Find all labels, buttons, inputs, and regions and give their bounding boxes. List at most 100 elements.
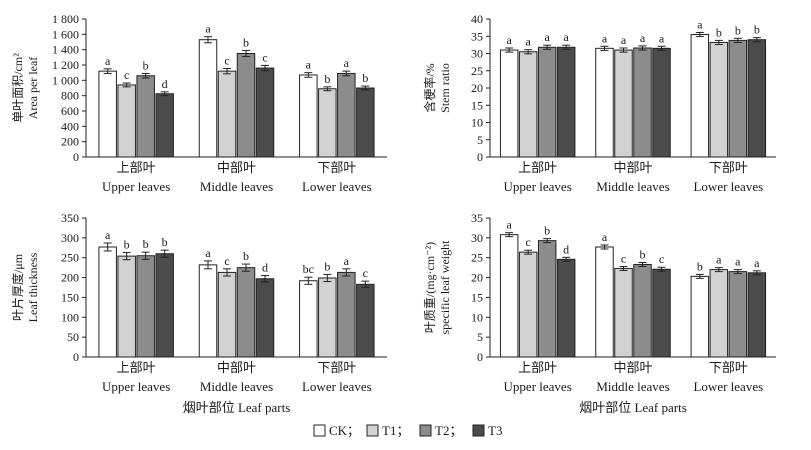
bar-specific-CK-0 <box>499 234 519 358</box>
bar-stem-T1-0 <box>518 51 538 158</box>
bar-stem-T3-2 <box>747 39 767 158</box>
y-tick-label: 350 <box>61 211 79 225</box>
x-category-label-cn: 下部叶 <box>317 360 356 375</box>
bar-thickness-T1-2 <box>318 277 337 358</box>
bar-stem-T1-2 <box>709 41 729 158</box>
y-axis-title-cn: 叶片厚度/μm <box>10 253 25 321</box>
significance-letter: b <box>143 58 149 72</box>
y-tick-label: 0 <box>477 350 483 364</box>
y-tick-label: 0 <box>73 150 79 164</box>
significance-letter: a <box>526 35 532 49</box>
significance-letter: a <box>697 17 703 31</box>
significance-letter: a <box>205 22 211 36</box>
x-category-label-cn: 下部叶 <box>317 160 356 175</box>
y-tick-label: 1 800 <box>52 12 79 26</box>
legend-swatch-T1 <box>366 424 379 437</box>
significance-letter: b <box>324 259 330 273</box>
x-category-label-cn: 上部叶 <box>518 360 557 375</box>
significance-letter: b <box>362 71 368 85</box>
bar-stem-T3-0 <box>556 46 576 158</box>
x-category-label-en: Middle leaves <box>596 379 669 394</box>
y-tick-label: 1 200 <box>52 58 79 72</box>
significance-letter: a <box>735 255 741 269</box>
bar-stem-CK-2 <box>690 34 710 158</box>
significance-letter: d <box>563 242 569 256</box>
significance-letter: a <box>507 218 513 232</box>
significance-letter: a <box>754 256 760 270</box>
bar-specific-T2-2 <box>728 271 748 358</box>
bar-thickness-CK-1 <box>198 264 218 358</box>
x-category-label-cn: 上部叶 <box>117 160 156 175</box>
y-axis-title-en: Leaf thickness <box>26 252 40 322</box>
bar-specific-CK-1 <box>595 246 614 358</box>
x-category-label-en: Upper leaves <box>102 179 170 194</box>
significance-letter: c <box>224 53 229 67</box>
bar-thickness-T2-0 <box>136 255 155 358</box>
significance-letter: c <box>526 235 531 249</box>
significance-letter: a <box>659 31 665 45</box>
y-tick-label: 25 <box>471 251 483 265</box>
bar-area-CK-0 <box>98 70 117 158</box>
significance-letter: b <box>640 247 646 261</box>
bar-specific-T1-2 <box>709 269 729 358</box>
bar-specific-CK-2 <box>690 275 710 358</box>
bar-specific-T1-0 <box>518 251 538 358</box>
significance-letter: b <box>124 238 130 252</box>
significance-letter: b <box>716 25 722 39</box>
legend-swatch-CK <box>313 424 326 437</box>
bar-stem-CK-0 <box>499 49 519 158</box>
bar-specific-T3-2 <box>747 272 767 358</box>
significance-letter: c <box>262 50 267 64</box>
significance-letter: b <box>697 259 703 273</box>
bar-area-CK-1 <box>198 39 218 158</box>
significance-letter: a <box>564 30 570 44</box>
legend-swatch-T2 <box>419 424 432 437</box>
significance-letter: b <box>754 23 760 37</box>
y-tick-label: 400 <box>61 119 79 133</box>
bar-specific-T3-0 <box>556 258 576 358</box>
y-tick-label: 1 600 <box>52 27 79 41</box>
x-category-label-en: Lower leaves <box>693 379 763 394</box>
bar-stem-CK-1 <box>595 47 614 158</box>
y-axis-title-en: specific leaf weight <box>438 240 452 335</box>
legend-label-T3: T3 <box>488 423 502 438</box>
significance-letter: a <box>507 33 513 47</box>
significance-letter: c <box>659 252 664 266</box>
chart-panel-thickness: 0 50 100 150 200 250 300 350 叶片厚度/μm Leaf thickne… <box>10 211 387 415</box>
legend-swatch-T3 <box>472 424 485 437</box>
y-axis-title-cn: 单叶面积/cm² <box>11 53 25 123</box>
x-category-label-cn: 下部叶 <box>709 160 748 175</box>
significance-letter: a <box>344 254 350 268</box>
x-category-label-cn: 上部叶 <box>117 360 156 375</box>
x-category-label-cn: 上部叶 <box>518 160 557 175</box>
bar-area-T3-0 <box>155 93 174 158</box>
significance-letter: c <box>363 266 368 280</box>
significance-letter: a <box>716 253 722 267</box>
significance-letter: a <box>105 54 111 68</box>
legend-label-CK: CK； <box>329 423 360 439</box>
significance-letter: a <box>105 228 111 242</box>
bar-thickness-T3-0 <box>155 253 174 358</box>
x-category-label-cn: 中部叶 <box>613 160 652 175</box>
x-category-label-cn: 中部叶 <box>217 360 256 375</box>
significance-letter: a <box>545 30 551 44</box>
significance-letter: a <box>640 31 646 45</box>
significance-letter: b <box>243 35 249 49</box>
bar-specific-T3-1 <box>652 268 671 358</box>
x-category-label-en: Middle leaves <box>596 179 669 194</box>
bar-thickness-T2-2 <box>337 271 356 358</box>
significance-letter: c <box>224 254 229 268</box>
y-tick-label: 300 <box>61 231 79 245</box>
significance-letter: c <box>621 251 626 265</box>
y-tick-label: 50 <box>67 330 79 344</box>
bar-stem-T3-1 <box>652 47 671 158</box>
y-tick-label: 30 <box>471 47 483 61</box>
y-tick-label: 10 <box>471 310 483 324</box>
x-category-label-en: Upper leaves <box>504 179 572 194</box>
bar-specific-T2-1 <box>633 263 652 358</box>
bar-thickness-T3-1 <box>255 278 275 358</box>
y-tick-label: 35 <box>471 29 483 43</box>
y-tick-label: 20 <box>471 81 483 95</box>
y-axis-title-en: Area per leaf <box>26 57 40 120</box>
